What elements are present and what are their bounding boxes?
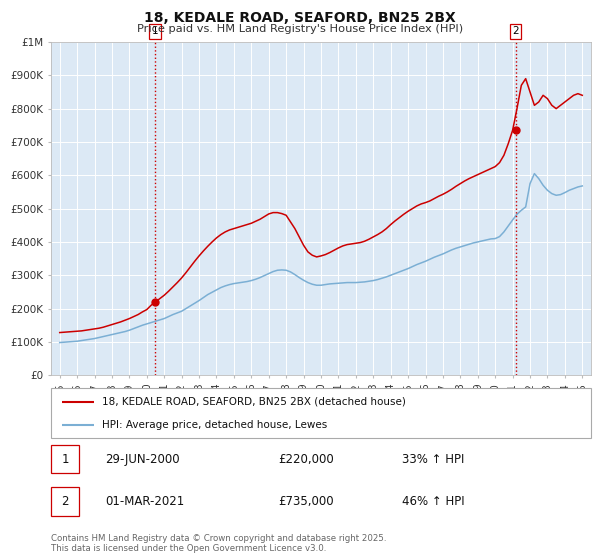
Text: £220,000: £220,000 [278,452,334,465]
Text: 18, KEDALE ROAD, SEAFORD, BN25 2BX: 18, KEDALE ROAD, SEAFORD, BN25 2BX [144,11,456,25]
Text: 01-MAR-2021: 01-MAR-2021 [105,495,184,508]
Text: £735,000: £735,000 [278,495,334,508]
Text: 33% ↑ HPI: 33% ↑ HPI [402,452,464,465]
Text: Price paid vs. HM Land Registry's House Price Index (HPI): Price paid vs. HM Land Registry's House … [137,24,463,34]
Text: 2: 2 [61,495,69,508]
Text: HPI: Average price, detached house, Lewes: HPI: Average price, detached house, Lewe… [103,421,328,430]
Text: 2: 2 [512,26,519,36]
Text: 46% ↑ HPI: 46% ↑ HPI [402,495,464,508]
Text: Contains HM Land Registry data © Crown copyright and database right 2025.
This d: Contains HM Land Registry data © Crown c… [51,534,386,553]
Text: 1: 1 [61,452,69,465]
Text: 1: 1 [152,26,158,36]
Text: 18, KEDALE ROAD, SEAFORD, BN25 2BX (detached house): 18, KEDALE ROAD, SEAFORD, BN25 2BX (deta… [103,396,406,407]
FancyBboxPatch shape [51,445,79,473]
FancyBboxPatch shape [51,487,79,516]
Text: 29-JUN-2000: 29-JUN-2000 [105,452,179,465]
